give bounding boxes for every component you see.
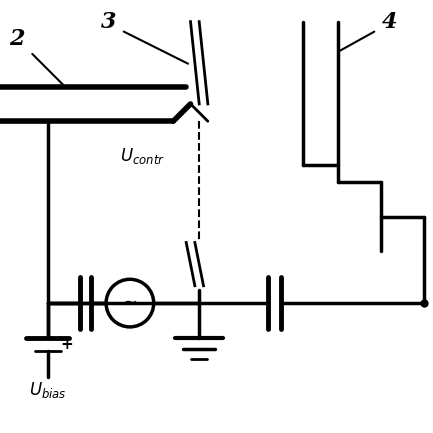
Text: 4: 4 — [382, 11, 397, 32]
Text: 2: 2 — [10, 28, 25, 50]
Text: ~: ~ — [123, 294, 137, 312]
Text: $U_{contr}$: $U_{contr}$ — [120, 146, 165, 166]
Text: 3: 3 — [100, 11, 116, 32]
Text: +: + — [61, 337, 74, 352]
Text: $U_{bias}$: $U_{bias}$ — [29, 380, 67, 400]
